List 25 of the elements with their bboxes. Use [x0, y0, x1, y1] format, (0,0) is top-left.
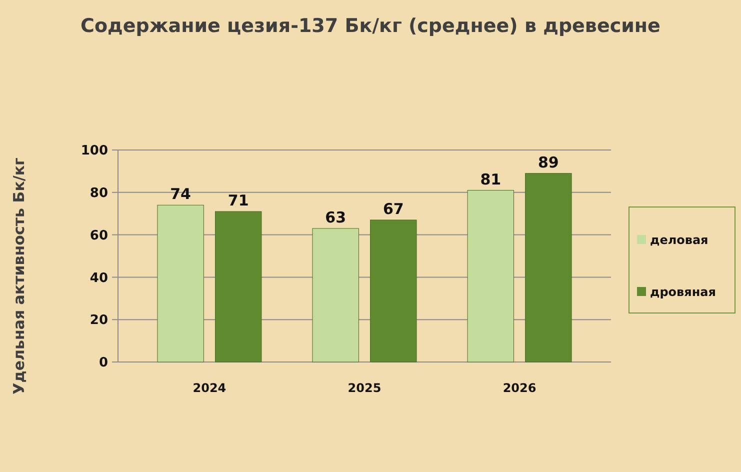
bar	[312, 228, 359, 362]
y-tick-label: 60	[90, 228, 108, 244]
y-tick-label: 40	[90, 270, 108, 286]
data-label: 67	[382, 200, 404, 218]
bar	[214, 211, 262, 362]
data-label: 81	[480, 170, 502, 188]
y-tick-label: 100	[80, 144, 108, 159]
bar	[157, 204, 204, 362]
x-tick-label: 2026	[502, 381, 536, 395]
legend-label: дровяная	[650, 285, 716, 300]
x-tick-label: 2024	[192, 381, 226, 395]
x-tick-label: 2025	[348, 381, 382, 395]
bar	[525, 173, 572, 362]
y-axis-title: Удельная активность Бк/кг	[10, 157, 28, 394]
data-label: 89	[538, 153, 559, 172]
bar	[370, 220, 417, 362]
chart-title: Содержание цезия-137 Бк/кг (среднее) в древесине	[80, 15, 660, 37]
y-tick-label: 0	[98, 356, 108, 371]
legend-label: деловая	[650, 233, 708, 248]
bar	[467, 190, 514, 362]
y-tick-label: 80	[90, 186, 108, 201]
data-label: 63	[325, 208, 346, 226]
data-label: 74	[170, 185, 192, 204]
y-tick-label: 20	[90, 313, 108, 328]
data-label: 71	[228, 191, 249, 210]
